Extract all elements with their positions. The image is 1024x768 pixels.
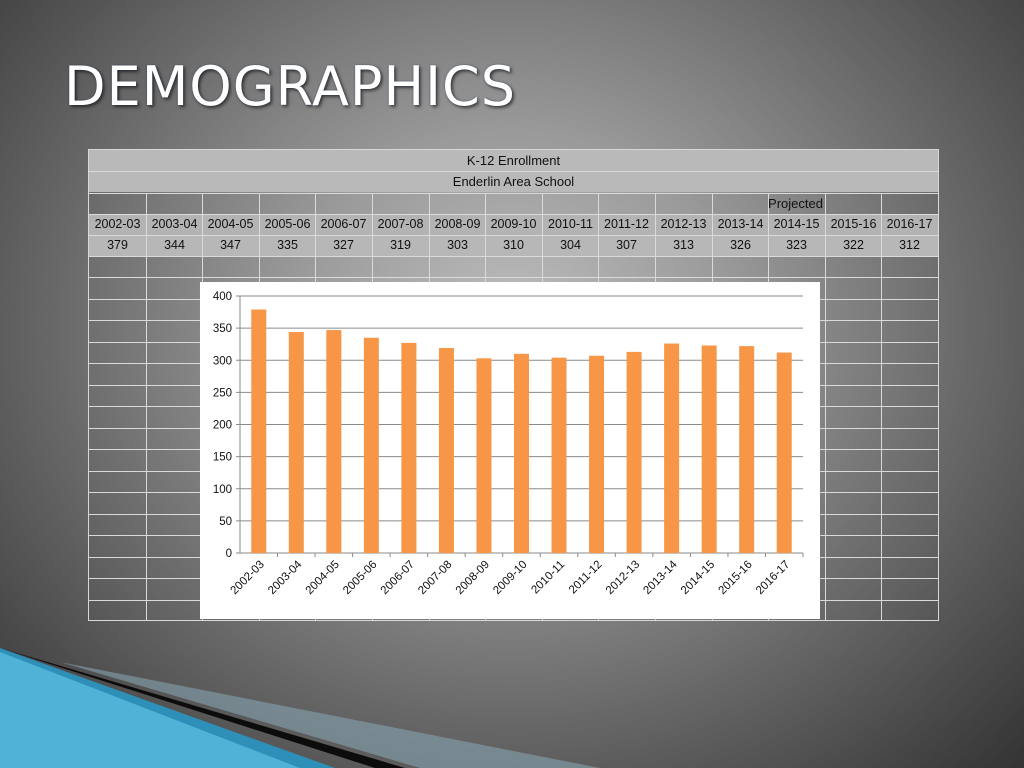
enrollment-cell: 312: [899, 238, 920, 252]
year-cell: 2005-06: [264, 217, 311, 231]
enrollment-cell: 310: [503, 238, 524, 252]
enrollment-cell: 326: [730, 238, 751, 252]
year-cell: 2011-12: [604, 217, 649, 231]
enrollment-cell: 347: [220, 238, 241, 252]
year-cell: 2002-03: [94, 217, 141, 231]
year-cell: 2012-13: [660, 217, 707, 231]
bar-2003-04: [288, 331, 304, 553]
bar-2004-05: [326, 330, 342, 553]
enrollment-cell: 303: [447, 238, 468, 252]
bar-2008-09: [476, 358, 492, 553]
bar-2015-16: [739, 346, 755, 553]
bar-2009-10: [514, 353, 529, 553]
enrollment-cell: 335: [277, 238, 298, 252]
year-cell: 2004-05: [207, 217, 254, 231]
grid-row-line: [89, 214, 938, 215]
y-tick-label: 350: [213, 323, 232, 335]
bar-2014-15: [701, 345, 717, 553]
enrollment-cell: 307: [616, 238, 637, 252]
year-cell: 2016-17: [886, 217, 933, 231]
bar-2002-03: [251, 309, 267, 553]
year-cell: 2006-07: [320, 217, 367, 231]
bar-2016-17: [776, 352, 792, 553]
enrollment-cell: 379: [107, 238, 128, 252]
year-row: 2002-03 2003-04 2004-05 2005-06 2006-07 2007-…: [89, 214, 938, 235]
y-tick-label: 200: [213, 420, 232, 432]
y-tick-label: 150: [213, 452, 232, 464]
enrollment-cell: 322: [843, 238, 864, 252]
year-cell: 2014-15: [773, 217, 820, 231]
enrollment-cell: 313: [673, 238, 694, 252]
grid-row-line: [89, 235, 938, 236]
projected-label: Projected: [768, 196, 823, 211]
slide-title: DEMOGRAPHICS: [64, 55, 516, 118]
grid-row-line: [89, 171, 938, 172]
y-tick-label: 100: [213, 484, 232, 496]
grid-row-line: [89, 193, 938, 194]
year-cell: 2009-10: [490, 217, 537, 231]
bar-2007-08: [438, 348, 454, 553]
enrollment-chart: 0 50 100 150 200 250 300 350 400 2002-03 2003-04 20…: [200, 282, 820, 619]
enrollment-cell: 304: [560, 238, 581, 252]
year-cell: 2010-11: [548, 217, 593, 231]
bar-2010-11: [551, 357, 567, 553]
year-cell: 2008-09: [434, 217, 481, 231]
enrollment-row: 379 344 347 335 327 319 303 310 304 307 313 326 323 3…: [89, 235, 938, 256]
y-tick-label: 300: [213, 355, 232, 367]
bar-2012-13: [626, 351, 642, 553]
grid-row-line: [89, 277, 938, 278]
year-cell: 2013-14: [717, 217, 764, 231]
table-title: K-12 Enrollment: [89, 150, 938, 171]
bar-2013-14: [664, 343, 680, 553]
year-cell: 2003-04: [151, 217, 198, 231]
year-cell: 2007-08: [377, 217, 424, 231]
y-tick-label: 250: [213, 387, 232, 399]
bar-2011-12: [589, 355, 605, 553]
grid-col-line: [825, 193, 826, 620]
enrollment-cell: 344: [164, 238, 185, 252]
y-tick-label: 0: [226, 548, 232, 560]
grid-col-line: [146, 193, 147, 620]
enrollment-cell: 323: [786, 238, 807, 252]
y-tick-label: 400: [213, 291, 232, 303]
enrollment-cell: 319: [390, 238, 411, 252]
y-tick-label: 50: [219, 516, 232, 528]
table-subtitle: Enderlin Area School: [89, 171, 938, 192]
year-cell: 2015-16: [830, 217, 877, 231]
grid-col-line: [881, 193, 882, 620]
grid-row-line: [89, 256, 938, 257]
bar-2005-06: [363, 337, 379, 553]
bar-2006-07: [401, 342, 417, 553]
enrollment-cell: 327: [333, 238, 354, 252]
